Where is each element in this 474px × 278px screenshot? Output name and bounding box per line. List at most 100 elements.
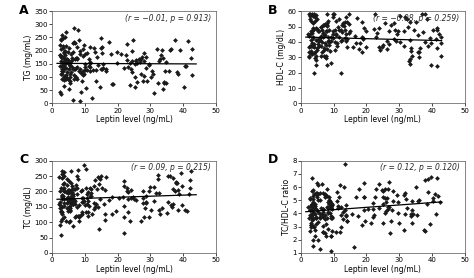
Point: [62, 190, 70, 195]
Point: [319, 34, 327, 39]
Point: [307, 229, 314, 233]
Point: [63, 182, 71, 187]
Point: [340, 185, 347, 189]
Point: [69, 201, 77, 205]
Point: [93, 68, 100, 72]
Point: [401, 227, 408, 232]
Point: [66, 199, 73, 203]
Point: [317, 34, 325, 38]
Point: [405, 59, 412, 63]
Point: [166, 174, 174, 178]
Point: [61, 58, 69, 62]
Point: [66, 60, 74, 65]
Point: [59, 46, 66, 51]
Point: [184, 39, 192, 43]
Point: [60, 189, 68, 194]
Point: [323, 216, 331, 220]
Point: [97, 67, 104, 72]
Point: [154, 47, 161, 51]
Point: [327, 35, 335, 39]
Point: [65, 205, 73, 209]
Point: [91, 207, 98, 212]
Point: [64, 50, 72, 54]
Point: [365, 206, 372, 211]
Point: [57, 186, 64, 190]
Point: [124, 186, 131, 190]
Point: [378, 45, 385, 49]
Point: [375, 26, 383, 30]
Point: [78, 78, 86, 83]
Point: [360, 195, 368, 200]
Point: [60, 188, 68, 193]
Point: [323, 12, 331, 16]
Y-axis label: TC/HDL-C ratio: TC/HDL-C ratio: [282, 179, 291, 235]
Point: [319, 224, 327, 229]
Point: [174, 208, 182, 213]
Point: [308, 215, 315, 219]
Point: [62, 62, 69, 66]
Point: [397, 13, 404, 18]
Point: [309, 208, 316, 212]
Point: [66, 218, 74, 223]
Point: [312, 13, 319, 17]
Point: [137, 219, 145, 223]
Point: [433, 176, 440, 180]
Point: [307, 224, 315, 229]
Point: [152, 190, 159, 195]
Point: [64, 194, 72, 199]
Point: [63, 44, 70, 48]
Point: [160, 87, 167, 91]
Point: [415, 55, 423, 59]
Point: [73, 192, 80, 196]
Point: [94, 63, 101, 68]
Point: [160, 56, 167, 61]
Point: [150, 71, 157, 76]
Point: [188, 73, 195, 77]
Point: [392, 39, 400, 44]
Point: [178, 202, 186, 207]
Point: [421, 178, 429, 182]
Point: [90, 68, 97, 72]
Point: [324, 205, 331, 210]
Point: [88, 96, 96, 100]
Point: [62, 58, 69, 62]
Point: [87, 187, 95, 191]
Point: [60, 187, 67, 191]
Point: [66, 46, 73, 50]
Point: [383, 208, 390, 213]
Point: [314, 220, 322, 225]
Point: [183, 209, 191, 213]
Point: [125, 64, 132, 69]
Point: [316, 35, 324, 40]
Point: [387, 23, 395, 27]
Point: [312, 58, 319, 62]
Point: [93, 187, 101, 191]
Point: [82, 210, 90, 214]
Point: [59, 61, 66, 65]
Point: [313, 181, 321, 186]
Point: [88, 191, 95, 195]
Point: [344, 20, 351, 24]
Point: [164, 211, 171, 215]
Point: [309, 194, 316, 198]
Point: [61, 53, 69, 57]
Point: [335, 195, 342, 199]
Point: [155, 191, 163, 195]
Point: [362, 29, 370, 33]
Point: [385, 42, 393, 47]
Point: [406, 37, 413, 42]
Point: [322, 29, 330, 33]
Point: [71, 26, 78, 30]
Point: [435, 194, 442, 198]
Point: [66, 72, 73, 76]
Point: [403, 17, 411, 21]
Point: [120, 231, 128, 235]
Point: [341, 19, 348, 24]
Point: [310, 225, 318, 229]
Point: [188, 46, 196, 51]
Point: [60, 170, 67, 174]
Point: [86, 60, 94, 65]
Point: [174, 71, 182, 76]
Point: [75, 219, 82, 223]
Point: [323, 194, 331, 198]
